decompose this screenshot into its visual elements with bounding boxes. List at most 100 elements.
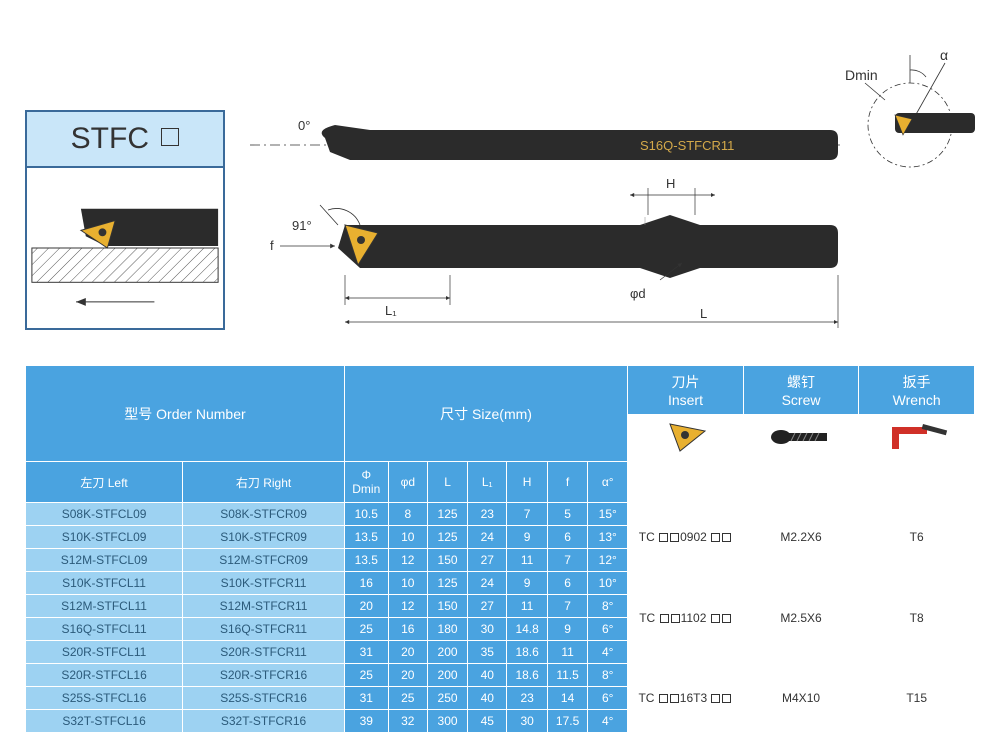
cell-left: S25S-STFCL16 bbox=[26, 687, 183, 710]
cell-size: 18.6 bbox=[507, 664, 547, 687]
cell-right: S12M-STFCR09 bbox=[183, 549, 345, 572]
cell-size: 7 bbox=[507, 503, 547, 526]
cell-size: 20 bbox=[344, 595, 388, 618]
cell-size: 9 bbox=[507, 572, 547, 595]
hdr-size-col: H bbox=[507, 462, 547, 503]
cell-size: 6 bbox=[547, 526, 587, 549]
cell-left: S12M-STFCL09 bbox=[26, 549, 183, 572]
cell-size: 45 bbox=[468, 710, 507, 733]
cell-size: 13° bbox=[588, 526, 628, 549]
hdr-size-col: L bbox=[428, 462, 468, 503]
cell-size: 24 bbox=[468, 526, 507, 549]
cell-left: S12M-STFCL11 bbox=[26, 595, 183, 618]
cell-size: 6° bbox=[588, 618, 628, 641]
cell-right: S20R-STFCR11 bbox=[183, 641, 345, 664]
cell-size: 10° bbox=[588, 572, 628, 595]
cell-size: 40 bbox=[468, 664, 507, 687]
screw-icon bbox=[743, 415, 859, 462]
cell-size: 35 bbox=[468, 641, 507, 664]
cell-left: S08K-STFCL09 bbox=[26, 503, 183, 526]
dmin-label: Dmin bbox=[845, 67, 878, 83]
cell-size: 25 bbox=[388, 687, 427, 710]
cell-size: 125 bbox=[428, 503, 468, 526]
side-angle-label: 91° bbox=[292, 218, 312, 233]
hdr-insert: 刀片 Insert bbox=[628, 366, 744, 415]
insert-icon bbox=[628, 415, 744, 462]
cell-size: 12° bbox=[588, 549, 628, 572]
cell-left: S10K-STFCL11 bbox=[26, 572, 183, 595]
cell-size: 20 bbox=[388, 641, 427, 664]
hdr-size: 尺寸 Size(mm) bbox=[344, 366, 627, 462]
cell-right: S08K-STFCR09 bbox=[183, 503, 345, 526]
cell-size: 39 bbox=[344, 710, 388, 733]
table-row: S20R-STFCL16S20R-STFCR1625202004018.611.… bbox=[26, 664, 975, 687]
cell-size: 7 bbox=[547, 595, 587, 618]
cell-size: 40 bbox=[468, 687, 507, 710]
cell-size: 23 bbox=[507, 687, 547, 710]
top-angle-label: 0° bbox=[298, 118, 310, 133]
cell-size: 11.5 bbox=[547, 664, 587, 687]
cell-size: 300 bbox=[428, 710, 468, 733]
cell-size: 20 bbox=[388, 664, 427, 687]
cell-size: 18.6 bbox=[507, 641, 547, 664]
cell-size: 13.5 bbox=[344, 526, 388, 549]
cell-size: 8 bbox=[388, 503, 427, 526]
cell-size: 125 bbox=[428, 526, 468, 549]
cell-right: S16Q-STFCR11 bbox=[183, 618, 345, 641]
hdr-sub: 左刀 Left bbox=[26, 462, 183, 503]
cell-size: 15° bbox=[588, 503, 628, 526]
hdr-size-col: f bbox=[547, 462, 587, 503]
cell-left: S16Q-STFCL11 bbox=[26, 618, 183, 641]
dmin-alpha-diagram: α Dmin bbox=[840, 45, 980, 175]
cell-screw: M2.5X6 bbox=[743, 572, 859, 664]
cell-right: S10K-STFCR09 bbox=[183, 526, 345, 549]
cell-size: 13.5 bbox=[344, 549, 388, 572]
cell-size: 4° bbox=[588, 710, 628, 733]
cell-size: 31 bbox=[344, 641, 388, 664]
cell-left: S20R-STFCL11 bbox=[26, 641, 183, 664]
cell-size: 4° bbox=[588, 641, 628, 664]
cell-insert: TC 0902 bbox=[628, 503, 744, 572]
cell-size: 150 bbox=[428, 595, 468, 618]
cell-left: S10K-STFCL09 bbox=[26, 526, 183, 549]
hdr-sub: 右刀 Right bbox=[183, 462, 345, 503]
cell-size: 32 bbox=[388, 710, 427, 733]
hdr-size-col: α° bbox=[588, 462, 628, 503]
cell-size: 9 bbox=[547, 618, 587, 641]
hdr-size-col: φd bbox=[388, 462, 427, 503]
cell-size: 200 bbox=[428, 641, 468, 664]
cell-size: 10 bbox=[388, 526, 427, 549]
cell-screw: M2.2X6 bbox=[743, 503, 859, 572]
cell-left: S32T-STFCL16 bbox=[26, 710, 183, 733]
table: 型号 Order Number 尺寸 Size(mm) 刀片 Insert 螺钉… bbox=[25, 365, 975, 733]
placeholder-square bbox=[161, 128, 179, 146]
cell-right: S20R-STFCR16 bbox=[183, 664, 345, 687]
cell-right: S25S-STFCR16 bbox=[183, 687, 345, 710]
cell-size: 11 bbox=[507, 549, 547, 572]
product-code-text: STFC bbox=[71, 122, 149, 155]
cell-size: 23 bbox=[468, 503, 507, 526]
cell-wrench: T6 bbox=[859, 503, 975, 572]
cell-size: 17.5 bbox=[547, 710, 587, 733]
hdr-screw: 螺钉 Screw bbox=[743, 366, 859, 415]
cell-right: S32T-STFCR16 bbox=[183, 710, 345, 733]
cell-size: 8° bbox=[588, 664, 628, 687]
cell-size: 24 bbox=[468, 572, 507, 595]
cell-size: 25 bbox=[344, 618, 388, 641]
cell-size: 5 bbox=[547, 503, 587, 526]
cell-insert: TC 16T3 bbox=[628, 664, 744, 733]
dim-H: H bbox=[666, 176, 675, 191]
cell-left: S20R-STFCL16 bbox=[26, 664, 183, 687]
dim-L: L bbox=[700, 306, 707, 321]
cell-insert: TC 1102 bbox=[628, 572, 744, 664]
cell-right: S12M-STFCR11 bbox=[183, 595, 345, 618]
cell-size: 30 bbox=[468, 618, 507, 641]
cell-size: 16 bbox=[388, 618, 427, 641]
wrench-icon bbox=[859, 415, 975, 462]
cell-size: 27 bbox=[468, 595, 507, 618]
cell-size: 6 bbox=[547, 572, 587, 595]
cell-size: 250 bbox=[428, 687, 468, 710]
dim-L1: L₁ bbox=[385, 303, 397, 318]
cell-size: 8° bbox=[588, 595, 628, 618]
cell-size: 31 bbox=[344, 687, 388, 710]
